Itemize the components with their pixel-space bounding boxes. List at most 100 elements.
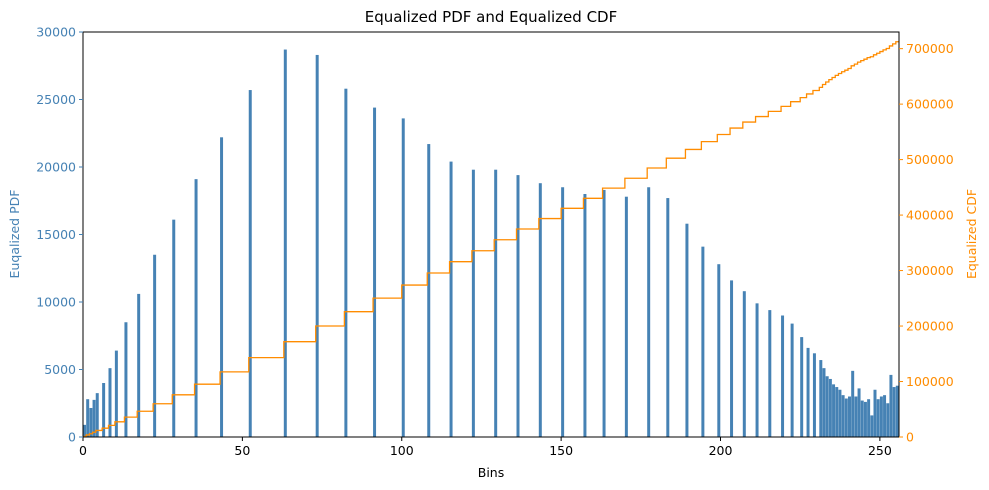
pdf-bar [806,347,810,437]
y2-tick-label: 400000 [906,208,954,223]
pdf-bar [742,291,746,437]
x-axis-title: Bins [478,465,504,480]
pdf-bar [153,254,157,437]
pdf-bar [220,137,224,438]
y2-tick-label: 600000 [906,97,954,112]
pdf-bar [857,388,861,437]
y-axis-ticks-left: 0 5000 10000 15000 20000 25000 30000 [36,25,83,445]
pdf-bar [83,424,86,437]
pdf-bar [883,395,887,437]
pdf-bar [538,183,542,437]
pdf-bar [863,401,867,437]
y-tick-label: 5000 [44,362,76,377]
pdf-bar [822,368,826,437]
pdf-bar [886,403,890,437]
pdf-bar [838,389,842,437]
pdf-bar [828,378,832,437]
pdf-bar [876,399,880,437]
pdf-bar [851,370,855,437]
pdf-bar [89,407,93,437]
pdf-bar [889,374,893,437]
pdf-bar [832,384,836,437]
pdf-bar [516,175,520,437]
pdf-bar [494,169,498,437]
cdf-step-line [83,41,899,438]
pdf-bars [83,49,899,438]
y-tick-label: 15000 [36,227,76,242]
pdf-bar [895,385,899,437]
pdf-bar [768,310,772,437]
pdf-bar [860,400,864,437]
pdf-bar [401,118,405,438]
pdf-bar [800,337,804,437]
y-tick-label: 0 [68,430,76,445]
pdf-bar [790,323,794,437]
pdf-bar [781,315,785,437]
x-axis-ticks: 0 50 100 150 200 250 [79,437,892,458]
pdf-bar [666,198,670,437]
pdf-bar [137,293,141,437]
pdf-bar [701,246,705,437]
pdf-bar [602,189,606,437]
y-tick-label: 10000 [36,295,76,310]
y-tick-label: 25000 [36,92,76,107]
chart-title: Equalized PDF and Equalized CDF [365,8,617,26]
y2-tick-label: 500000 [906,152,954,167]
y2-tick-label: 700000 [906,41,954,56]
pdf-bar [95,393,99,438]
pdf-bar [717,264,721,437]
pdf-bar [124,322,128,437]
pdf-bar [848,396,851,437]
x-tick-label: 150 [549,443,573,458]
pdf-bar [854,396,858,437]
y2-tick-label: 300000 [906,263,954,278]
y-axis-title-left: Euqalized PDF [7,190,22,279]
pdf-bar [114,350,118,437]
y2-tick-label: 100000 [906,374,954,389]
pdf-bar [172,219,176,437]
x-tick-label: 200 [709,443,733,458]
pdf-bar [819,360,823,437]
pdf-bar [812,353,816,437]
pdf-bar [844,398,848,437]
y-tick-label: 30000 [36,25,76,40]
pdf-bar [102,383,106,437]
pdf-bar [730,280,734,437]
pdf-bar [835,387,839,437]
pdf-bar [624,196,628,437]
pdf-bar [86,399,90,437]
pdf-bar [471,169,475,437]
x-tick-label: 100 [390,443,414,458]
y2-tick-label: 200000 [906,319,954,334]
plot-frame [82,31,900,438]
y2-tick-label: 0 [906,430,914,445]
pdf-bar [879,396,883,437]
pdf-bar [841,395,845,437]
pdf-bar [248,90,252,438]
pdf-bar [108,368,112,437]
x-tick-label: 50 [234,443,250,458]
pdf-bar [561,187,565,437]
y-axis-title-right: Equalized CDF [964,189,979,279]
pdf-bar [583,194,587,437]
x-tick-label: 0 [79,443,87,458]
y-axis-ticks-right: 0 100000 200000 300000 400000 500000 600000 700… [899,41,954,445]
pdf-bar [873,389,877,437]
pdf-bar [449,161,453,437]
pdf-bar [373,107,377,437]
pdf-bar [427,144,431,438]
pdf-bar [283,49,287,438]
pdf-bar [685,223,689,437]
pdf-bar [315,54,319,437]
pdf-bar [92,399,96,438]
pdf-bar [344,88,348,437]
pdf-bar [194,179,198,437]
pdf-bar [825,376,829,437]
pdf-bar [867,399,871,437]
x-tick-label: 250 [868,443,892,458]
pdf-bar [755,303,759,437]
pdf-bar [647,187,651,437]
pdf-bar [870,415,874,437]
y-tick-label: 20000 [36,160,76,175]
